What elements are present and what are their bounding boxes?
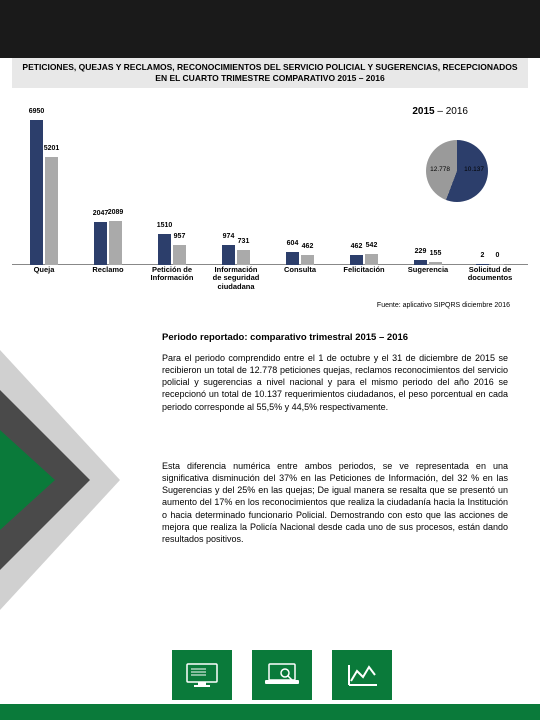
period-subtitle: Periodo reportado: comparativo trimestra…: [162, 332, 508, 343]
bar-value: 542: [366, 242, 378, 249]
bar-2015: 1510: [158, 234, 171, 266]
bar-value: 5201: [44, 145, 60, 152]
source-note: Fuente: aplicativo SIPQRS diciembre 2016: [377, 302, 510, 309]
top-dark-band: [0, 0, 540, 58]
bar-value: 974: [223, 233, 235, 240]
bar-value: 731: [238, 238, 250, 245]
bar-2016: 731: [237, 250, 250, 265]
x-label: Reclamo: [78, 266, 138, 274]
chart-line-icon: [332, 650, 392, 700]
bar-value: 2047: [93, 210, 109, 217]
x-label: Queja: [14, 266, 74, 274]
bar-group: 604462: [286, 252, 314, 265]
bar-value: 604: [287, 240, 299, 247]
chart-area: 2015 – 2016 12.778 10.137 69505201204720…: [12, 100, 528, 310]
paragraph-1: Para el periodo comprendido entre el 1 d…: [162, 352, 508, 413]
document-monitor-icon: [172, 650, 232, 700]
bar-2016: 957: [173, 245, 186, 265]
x-label: Petición deInformación: [142, 266, 202, 283]
bar-2016: 5201: [45, 157, 58, 266]
footer-icon-row: [172, 650, 392, 700]
bar-2015: 6950: [30, 120, 43, 265]
bottom-accent-band: [0, 704, 540, 720]
bar-value: 0: [496, 252, 500, 259]
report-title: PETICIONES, QUEJAS Y RECLAMOS, RECONOCIM…: [12, 58, 528, 88]
bar-2016: 2089: [109, 221, 122, 265]
bar-value: 6950: [29, 108, 45, 115]
decorative-triangles: [0, 350, 160, 610]
x-label: Felicitación: [334, 266, 394, 274]
x-label: Informaciónde seguridadciudadana: [206, 266, 266, 291]
bar-value: 2089: [108, 209, 124, 216]
bar-value: 1510: [157, 222, 173, 229]
x-label: Consulta: [270, 266, 330, 274]
bar-2016: 542: [365, 254, 378, 265]
bar-group: 462542: [350, 254, 378, 265]
bar-group: 20472089: [94, 221, 122, 265]
paragraph-2: Esta diferencia numérica entre ambos per…: [162, 460, 508, 545]
bar-value: 229: [415, 248, 427, 255]
bar-value: 2: [481, 252, 485, 259]
bar-2015: 2047: [94, 222, 107, 265]
chart-baseline: [12, 264, 528, 265]
bar-value: 462: [302, 243, 314, 250]
bar-group: 1510957: [158, 234, 186, 266]
bar-value: 957: [174, 233, 186, 240]
x-label: Sugerencia: [398, 266, 458, 274]
bar-group: 69505201: [30, 120, 58, 265]
bar-2015: 462: [350, 255, 363, 265]
x-label: Solicitud dedocumentos: [460, 266, 520, 283]
bar-2016: 462: [301, 255, 314, 265]
bar-2015: 604: [286, 252, 299, 265]
bar-group: 974731: [222, 245, 250, 265]
bar-value: 155: [430, 250, 442, 257]
bar-2015: 974: [222, 245, 235, 265]
laptop-search-icon: [252, 650, 312, 700]
bar-value: 462: [351, 243, 363, 250]
bar-chart: 6950520120472089151095797473160446246254…: [12, 110, 528, 265]
